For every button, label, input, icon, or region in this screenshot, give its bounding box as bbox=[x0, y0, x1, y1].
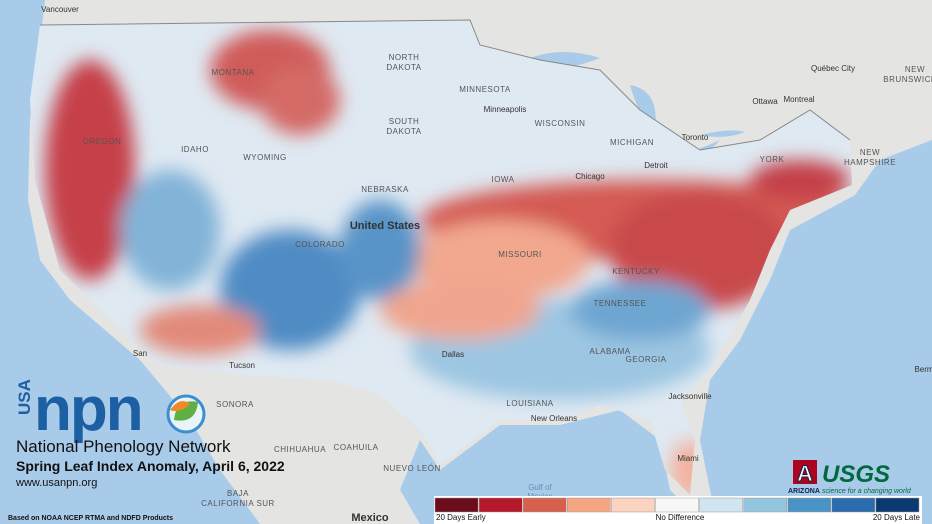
place-label: KENTUCKY bbox=[612, 267, 660, 276]
pacific bbox=[0, 0, 260, 524]
place-label: IDAHO bbox=[181, 145, 209, 154]
place-label: Chicago bbox=[575, 172, 605, 181]
place-label: NEW bbox=[860, 148, 880, 157]
place-label: SOUTH bbox=[389, 117, 420, 126]
legend-swatch bbox=[478, 497, 523, 513]
place-label: ALABAMA bbox=[589, 347, 630, 356]
place-label: Mexico bbox=[351, 512, 389, 524]
arizona-mark: A bbox=[797, 461, 813, 486]
place-label: HAMPSHIRE bbox=[844, 158, 896, 167]
place-label: Québec City bbox=[811, 64, 855, 73]
place-label: GEORGIA bbox=[626, 355, 667, 364]
place-label: Tucson bbox=[229, 361, 255, 370]
place-label: NORTH bbox=[389, 53, 420, 62]
place-label: TENNESSEE bbox=[594, 299, 647, 308]
place-label: Montreal bbox=[783, 95, 814, 104]
legend-swatch bbox=[699, 497, 743, 513]
place-label: BAJA bbox=[227, 489, 249, 498]
place-label: BRUNSWICK bbox=[883, 75, 932, 84]
place-label: Detroit bbox=[644, 161, 668, 170]
legend-swatch bbox=[743, 497, 787, 513]
legend-swatch bbox=[875, 497, 920, 513]
logo-country: USA bbox=[15, 379, 34, 415]
place-label: Dallas bbox=[442, 350, 464, 359]
place-label: OREGON bbox=[83, 137, 122, 146]
place-label: CHIHUAHUA bbox=[274, 445, 326, 454]
place-label: Toronto bbox=[682, 133, 709, 142]
place-label: San bbox=[133, 349, 147, 358]
atlantic bbox=[700, 140, 932, 524]
legend: 20 Days Early No Difference 20 Days Late bbox=[434, 496, 922, 524]
place-label: LOUISIANA bbox=[506, 399, 553, 408]
place-label: DAKOTA bbox=[386, 127, 421, 136]
place-label: MINNESOTA bbox=[459, 85, 511, 94]
place-label: MONTANA bbox=[212, 68, 255, 77]
place-label: Vancouver bbox=[41, 5, 79, 14]
place-label: YORK bbox=[760, 155, 785, 164]
place-label: Gulf of bbox=[528, 483, 552, 492]
place-label: NEBRASKA bbox=[361, 185, 409, 194]
place-label: CALIFORNIA SUR bbox=[201, 499, 275, 508]
place-label: WISCONSIN bbox=[535, 119, 586, 128]
legend-swatch bbox=[655, 497, 699, 513]
place-label: NEW bbox=[905, 65, 925, 74]
legend-swatch bbox=[831, 497, 876, 513]
place-label: COAHUILA bbox=[334, 443, 379, 452]
legend-swatch bbox=[787, 497, 832, 513]
partner-logos: A ARIZONA USGS science for a changing wo… bbox=[788, 460, 912, 495]
place-label: Jacksonville bbox=[668, 392, 712, 401]
place-label: IOWA bbox=[491, 175, 514, 184]
place-label: Berm bbox=[914, 365, 932, 374]
legend-swatch bbox=[567, 497, 611, 513]
place-label: WYOMING bbox=[243, 153, 287, 162]
place-label: Ottawa bbox=[752, 97, 778, 106]
logo-url: www.usanpn.org bbox=[15, 477, 97, 489]
logo-leaf bbox=[170, 401, 190, 412]
place-label: COLORADO bbox=[295, 240, 345, 249]
place-label: Miami bbox=[677, 454, 699, 463]
legend-label: 20 Days Late bbox=[873, 513, 921, 522]
logo-brand: npn bbox=[34, 375, 142, 444]
arizona-box bbox=[793, 460, 817, 484]
logo-name: National Phenology Network bbox=[16, 437, 231, 456]
legend-label: No Difference bbox=[656, 513, 705, 522]
place-label: New Orleans bbox=[531, 414, 577, 423]
gulf bbox=[400, 410, 700, 524]
place-label: SONORA bbox=[216, 400, 254, 409]
place-label: United States bbox=[350, 220, 420, 232]
place-label: Minneapolis bbox=[484, 105, 527, 114]
usgs-tagline: science for a changing world bbox=[822, 488, 912, 495]
place-label: MISSOURI bbox=[498, 250, 542, 259]
legend-label: 20 Days Early bbox=[436, 513, 486, 522]
legend-swatch bbox=[611, 497, 655, 513]
arizona-name: ARIZONA bbox=[788, 488, 820, 495]
legend-swatch bbox=[522, 497, 567, 513]
legend-swatch bbox=[434, 497, 479, 513]
logo-title: Spring Leaf Index Anomaly, April 6, 2022 bbox=[16, 458, 285, 474]
place-label: MICHIGAN bbox=[610, 138, 654, 147]
npn-logo: USA npn National Phenology Network Sprin… bbox=[8, 375, 285, 522]
place-label: NUEVO LEÓN bbox=[383, 464, 440, 473]
place-label: DAKOTA bbox=[386, 63, 421, 72]
border bbox=[39, 19, 851, 151]
usgs-logo: USGS bbox=[822, 461, 890, 488]
source-note: Based on NOAA NCEP RTMA and NDFD Product… bbox=[8, 515, 173, 522]
